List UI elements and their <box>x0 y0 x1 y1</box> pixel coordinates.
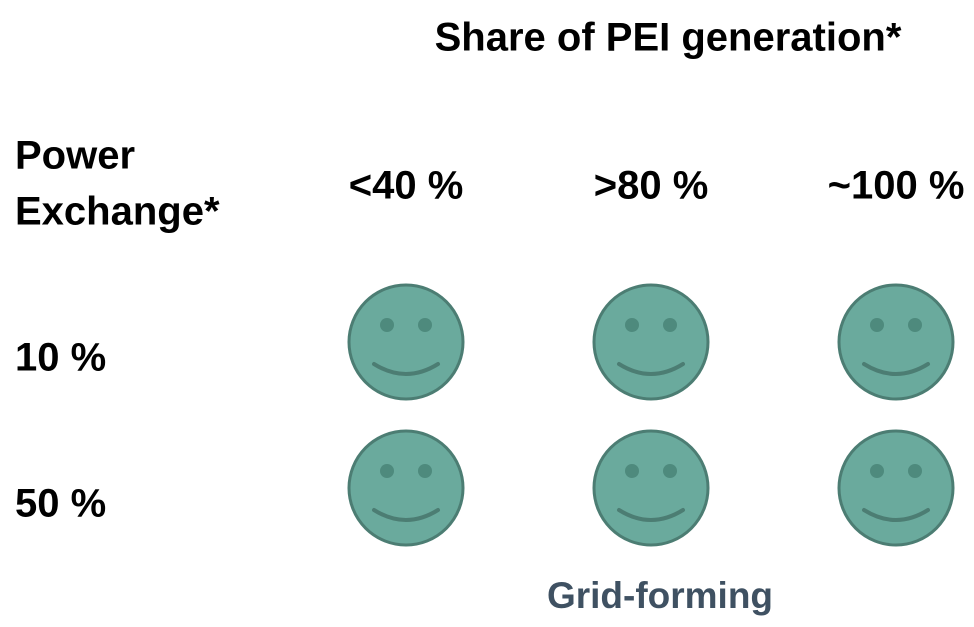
row-header: Power <box>15 134 135 178</box>
smile <box>372 508 440 522</box>
smile <box>617 508 685 522</box>
eye <box>663 464 677 478</box>
column-header: >80 % <box>594 164 709 208</box>
smiley <box>592 429 710 547</box>
smile <box>617 362 685 376</box>
face <box>592 283 710 401</box>
smile <box>372 362 440 376</box>
eye <box>418 464 432 478</box>
row-header: Exchange* <box>15 190 220 234</box>
row-label: 50 % <box>15 482 106 526</box>
eye <box>870 464 884 478</box>
smiley <box>347 283 465 401</box>
face <box>347 283 465 401</box>
column-header: <40 % <box>349 164 464 208</box>
smiley <box>837 429 955 547</box>
smiley <box>837 283 955 401</box>
smiley <box>592 283 710 401</box>
face <box>837 283 955 401</box>
eye <box>418 318 432 332</box>
smile <box>862 508 930 522</box>
eye <box>870 318 884 332</box>
eye <box>380 318 394 332</box>
column-header: ~100 % <box>828 164 965 208</box>
footer: Grid-forming <box>547 575 773 616</box>
face <box>347 429 465 547</box>
eye <box>908 318 922 332</box>
eye <box>908 464 922 478</box>
title: Share of PEI generation* <box>435 16 902 60</box>
smile <box>862 362 930 376</box>
faces <box>347 283 955 547</box>
eye <box>625 464 639 478</box>
smiley <box>347 429 465 547</box>
eye <box>663 318 677 332</box>
row-label: 10 % <box>15 336 106 380</box>
face <box>837 429 955 547</box>
eye <box>380 464 394 478</box>
eye <box>625 318 639 332</box>
face <box>592 429 710 547</box>
